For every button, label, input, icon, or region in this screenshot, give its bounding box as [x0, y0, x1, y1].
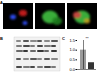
- svg-text:1.5: 1.5: [69, 38, 75, 43]
- svg-text:**: **: [85, 36, 89, 41]
- svg-text:0.5: 0.5: [69, 57, 75, 62]
- svg-text:B: B: [0, 36, 3, 41]
- svg-text:A: A: [0, 0, 3, 5]
- svg-text:C: C: [62, 36, 65, 41]
- svg-text:1.0: 1.0: [69, 47, 75, 52]
- svg-text:0.0: 0.0: [69, 67, 75, 72]
